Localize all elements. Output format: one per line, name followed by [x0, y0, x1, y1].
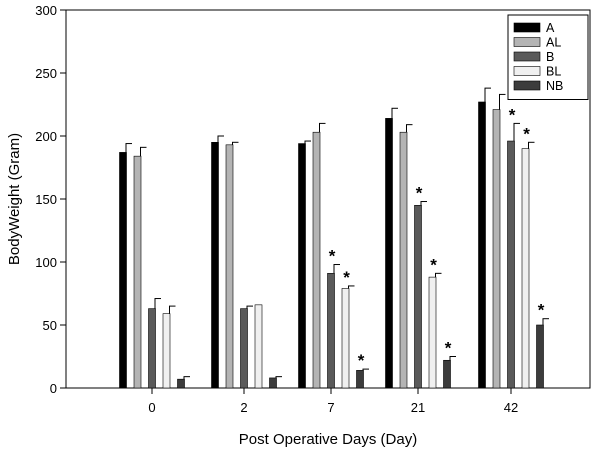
x-tick-label: 0: [148, 400, 155, 415]
bar: [478, 101, 486, 389]
legend-swatch: [513, 51, 541, 62]
bar: [162, 313, 171, 389]
legend-swatch: [513, 80, 541, 91]
bar: [385, 118, 393, 389]
legend-label: B: [546, 50, 554, 64]
significance-marker: *: [416, 184, 423, 203]
legend-label: A: [546, 21, 555, 35]
bar: [327, 273, 335, 389]
bar: [399, 131, 408, 389]
bar: [269, 377, 277, 389]
x-tick-label: 7: [327, 400, 334, 415]
legend-swatch: [513, 66, 541, 76]
significance-marker: *: [343, 268, 350, 287]
y-tick-label: 150: [35, 192, 57, 207]
bar: [428, 276, 437, 389]
bar: [356, 370, 364, 389]
bar: [443, 359, 451, 389]
x-tick-label: 42: [504, 400, 518, 415]
bar: [225, 144, 234, 389]
y-tick-label: 200: [35, 129, 57, 144]
bar: [312, 131, 321, 389]
significance-marker: *: [523, 124, 530, 143]
bar: [254, 304, 263, 389]
x-axis-label: Post Operative Days (Day): [239, 431, 417, 448]
significance-marker: *: [445, 339, 452, 358]
legend-swatch: [513, 37, 541, 47]
y-tick-label: 250: [35, 66, 57, 81]
y-axis-label: BodyWeight (Gram): [6, 133, 23, 265]
plot-area: 0 50 100 150 200 250 300 0 2 7 21 42 * * * * * * * * *: [35, 3, 591, 415]
bar: [536, 324, 544, 389]
bar: [341, 288, 350, 389]
legend-label: BL: [546, 65, 561, 79]
legend-swatch: [513, 22, 541, 33]
significance-marker: *: [538, 301, 545, 320]
bar: [507, 140, 515, 389]
significance-marker: *: [509, 105, 516, 124]
bar: [492, 109, 501, 389]
bar: [119, 152, 127, 389]
legend-label: NB: [546, 79, 563, 93]
bar: [414, 205, 422, 389]
x-tick-label: 21: [411, 400, 425, 415]
x-tick-label: 2: [240, 400, 247, 415]
significance-marker: *: [358, 351, 365, 370]
bar: [298, 143, 306, 389]
bar: [211, 142, 219, 389]
legend-label: AL: [546, 36, 561, 50]
bar: [240, 308, 248, 389]
y-tick-label: 100: [35, 255, 57, 270]
bar: [521, 148, 530, 389]
y-tick-label: 50: [43, 318, 57, 333]
significance-marker: *: [430, 255, 437, 274]
significance-marker: *: [329, 247, 336, 266]
bar: [148, 308, 156, 389]
y-tick-label: 0: [50, 381, 57, 396]
bar: [177, 378, 185, 389]
bar: [133, 155, 142, 389]
y-tick-label: 300: [35, 3, 57, 18]
